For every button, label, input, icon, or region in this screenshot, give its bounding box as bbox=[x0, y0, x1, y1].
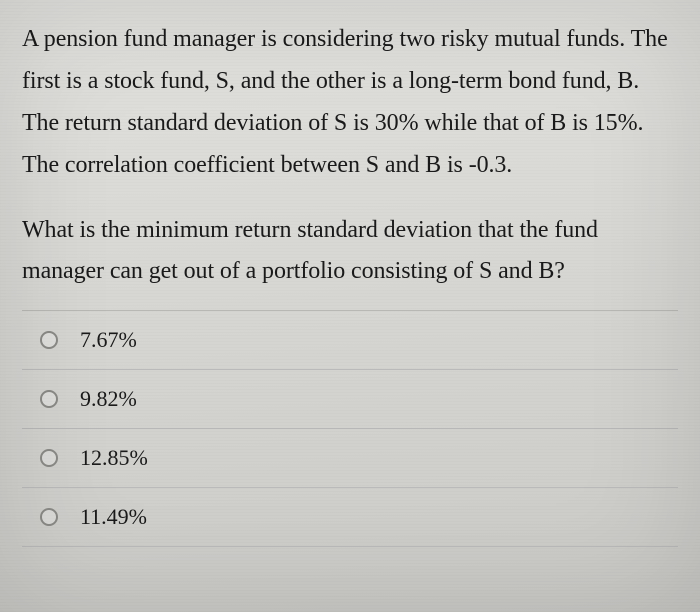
radio-icon[interactable] bbox=[40, 449, 58, 467]
option-label: 9.82% bbox=[80, 386, 137, 412]
option-row[interactable]: 11.49% bbox=[22, 488, 678, 547]
option-row[interactable]: 12.85% bbox=[22, 429, 678, 488]
radio-icon[interactable] bbox=[40, 331, 58, 349]
option-label: 7.67% bbox=[80, 327, 137, 353]
option-row[interactable]: 7.67% bbox=[22, 311, 678, 370]
option-label: 12.85% bbox=[80, 445, 148, 471]
option-row[interactable]: 9.82% bbox=[22, 370, 678, 429]
radio-icon[interactable] bbox=[40, 390, 58, 408]
question-prompt: What is the minimum return standard devi… bbox=[22, 210, 678, 292]
radio-icon[interactable] bbox=[40, 508, 58, 526]
options-list: 7.67% 9.82% 12.85% 11.49% bbox=[22, 310, 678, 547]
question-context: A pension fund manager is considering tw… bbox=[22, 18, 678, 186]
option-label: 11.49% bbox=[80, 504, 147, 530]
question-screen: A pension fund manager is considering tw… bbox=[0, 0, 700, 612]
